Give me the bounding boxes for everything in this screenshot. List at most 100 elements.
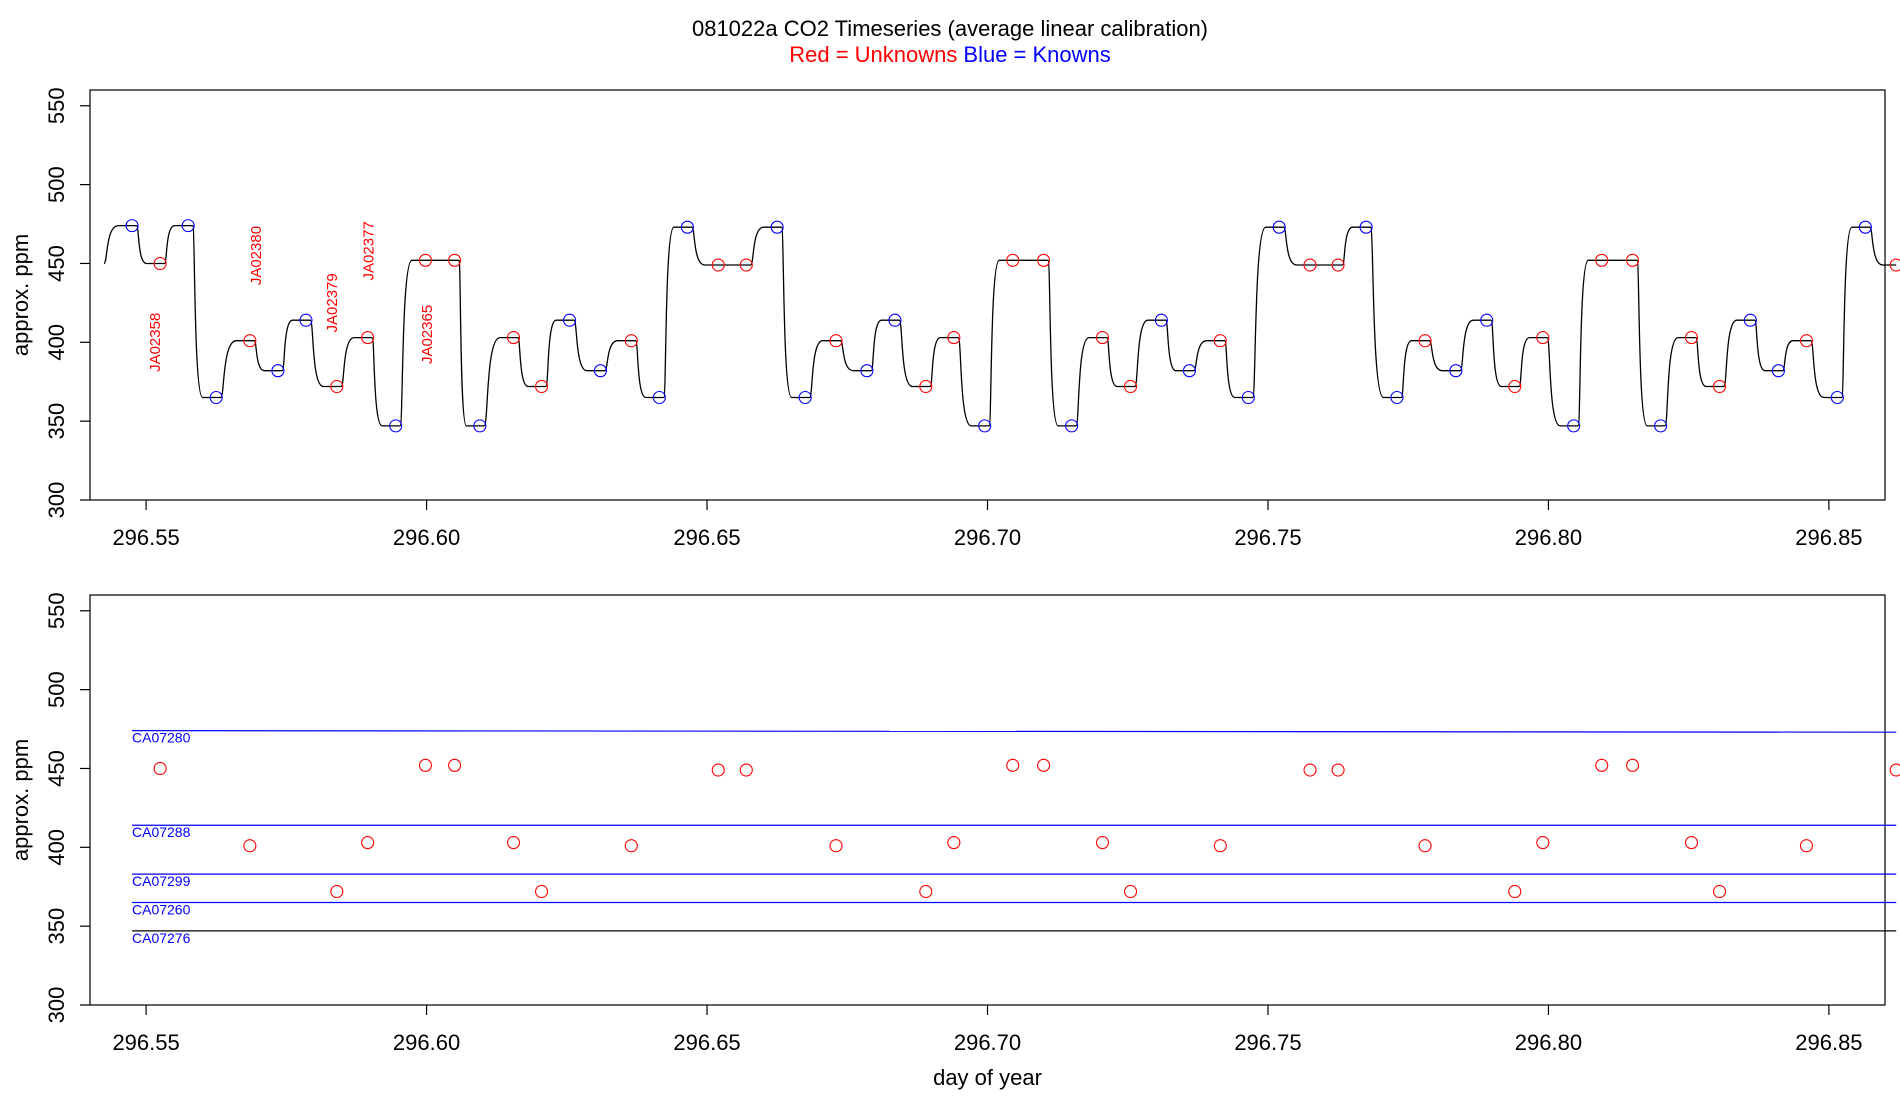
y-tick-label: 550 [44, 87, 69, 124]
unknown-point [739, 763, 753, 777]
known-point [1241, 390, 1255, 405]
known-point [1771, 364, 1785, 378]
unknown-point [739, 258, 753, 272]
y-tick-label: 400 [44, 324, 69, 361]
known-point [860, 364, 874, 378]
x-tick-label: 296.80 [1515, 1030, 1582, 1055]
unknown-point [330, 379, 344, 394]
unknown-point [1626, 253, 1640, 267]
y-tick-label: 300 [44, 482, 69, 519]
unknown-point [1213, 839, 1227, 853]
unknown-point [1712, 379, 1727, 394]
known-point [1359, 220, 1373, 234]
unknown-point [624, 839, 638, 853]
x-tick-label: 296.85 [1795, 525, 1862, 550]
known-point [473, 419, 487, 433]
figure-subtitle: Red = Unknowns Blue = Knowns [789, 42, 1111, 67]
unknown-point [947, 836, 961, 850]
unknown-point [1418, 334, 1432, 348]
unknown-point [418, 758, 432, 772]
unknown-point [1712, 884, 1727, 899]
unknown-point [1799, 334, 1814, 348]
co2-trace-line [103, 224, 1897, 427]
unknown-point [1213, 334, 1227, 348]
unknown-point [1889, 763, 1900, 777]
y-tick-label: 350 [44, 403, 69, 440]
known-point [652, 390, 666, 405]
unknown-point [711, 258, 725, 272]
unknown-point [919, 379, 933, 394]
y-tick-label: 350 [44, 908, 69, 945]
unknown-point [1095, 331, 1110, 345]
unknown-point [361, 331, 375, 345]
unknown-point [1303, 258, 1317, 272]
known-point [181, 219, 195, 233]
known-point [1743, 313, 1757, 327]
known-point [798, 390, 812, 405]
unknown-point [243, 839, 257, 853]
x-tick-label: 296.65 [673, 1030, 740, 1055]
unknown-point [1626, 758, 1640, 772]
x-tick-label: 296.75 [1234, 1030, 1301, 1055]
known-point [1567, 419, 1581, 433]
known-point [1858, 220, 1872, 234]
known-point [593, 364, 608, 378]
unknown-point [330, 884, 344, 899]
known-point [563, 313, 577, 327]
subtitle-knowns: Blue = Knowns [963, 42, 1110, 67]
unknown-point [153, 761, 167, 776]
unknown-point [535, 379, 549, 394]
y-tick-label: 550 [44, 592, 69, 629]
x-tick-label: 296.70 [954, 525, 1021, 550]
known-point [770, 220, 784, 234]
unknown-point [1508, 884, 1522, 899]
top-panel-timeseries: 300 350 400 450 500 550 296.55 296.60 296.65 296.… [8, 87, 1900, 550]
unknown-point [506, 331, 521, 345]
unknown-point [829, 334, 843, 348]
known-point [1830, 390, 1844, 405]
unknown-point [418, 253, 432, 267]
y-tick-label: 400 [44, 829, 69, 866]
unknown-point [1006, 253, 1020, 267]
unknown-point [624, 334, 638, 348]
standard-label: CA07280 [132, 730, 191, 746]
known-point [1065, 419, 1079, 433]
unknown-point [919, 884, 933, 899]
x-tick-label: 296.60 [393, 1030, 460, 1055]
known-point [125, 219, 139, 233]
x-tick-label: 296.55 [112, 525, 179, 550]
sample-id-label: JA02358 [147, 313, 164, 372]
known-point [1654, 419, 1668, 433]
unknown-point [448, 253, 462, 267]
y-tick-label: 500 [44, 166, 69, 203]
x-tick-label: 296.55 [112, 1030, 179, 1055]
unknown-point [506, 836, 521, 850]
known-point [1154, 313, 1168, 327]
known-point [389, 419, 403, 433]
known-point [1182, 364, 1196, 378]
unknown-point [1037, 758, 1051, 772]
unknown-point [1508, 379, 1522, 394]
known-point [680, 220, 694, 234]
unknown-point [535, 884, 549, 899]
unknown-point [1123, 379, 1138, 394]
unknown-point [1595, 253, 1609, 267]
x-tick-label: 296.65 [673, 525, 740, 550]
standard-label: CA07260 [132, 902, 191, 918]
unknown-point [1095, 836, 1110, 850]
unknown-point [1684, 836, 1699, 850]
y-tick-label: 450 [44, 245, 69, 282]
subtitle-unknowns: Red = Unknowns [789, 42, 957, 67]
known-point [888, 313, 902, 327]
unknown-point [1684, 331, 1699, 345]
unknown-point [1889, 258, 1900, 272]
x-tick-label: 296.60 [393, 525, 460, 550]
standard-label: CA07299 [132, 873, 191, 889]
unknown-point [1123, 884, 1138, 899]
known-point [1480, 313, 1494, 327]
figure-title: 081022a CO2 Timeseries (average linear c… [692, 16, 1208, 41]
unknown-point [1331, 763, 1345, 777]
y-axis-label: approx. ppm [8, 234, 33, 356]
sample-id-label: JA02377 [360, 221, 377, 280]
